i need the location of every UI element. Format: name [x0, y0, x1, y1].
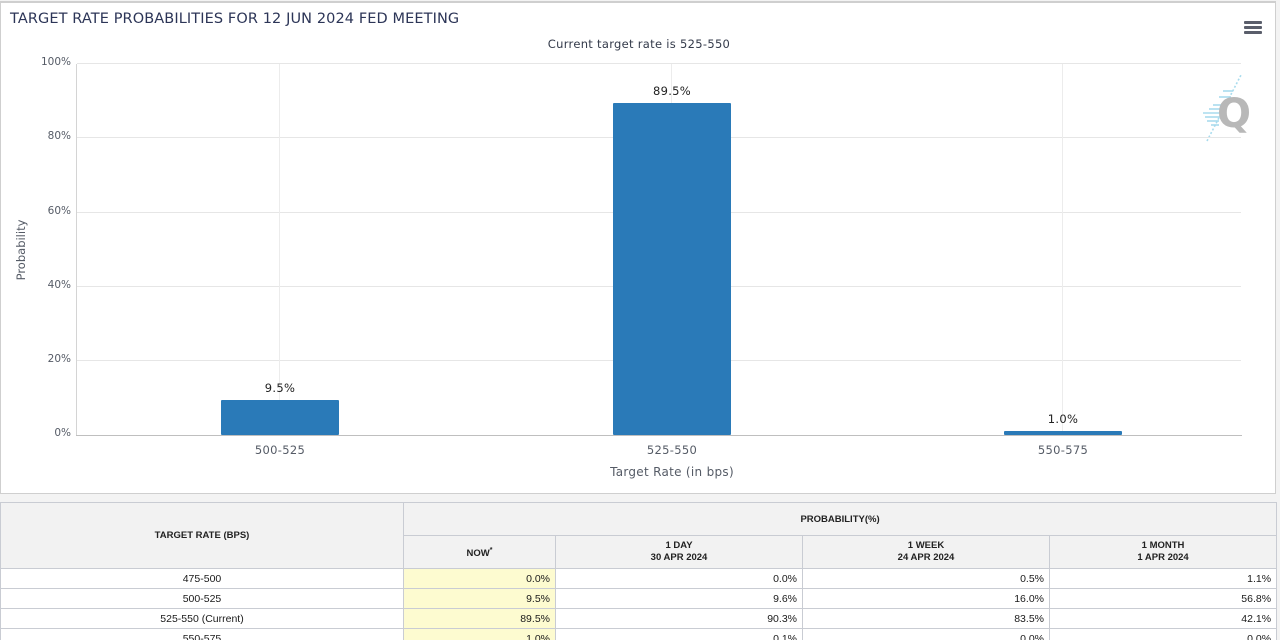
header-probability: PROBABILITY(%) — [402, 502, 1278, 536]
header-1-week: 1 WEEK 24 APR 2024 — [802, 535, 1050, 569]
vgrid — [1062, 64, 1063, 435]
cell-1-day: 0.0% — [555, 568, 803, 589]
table-row: 550-575 1.0% 0.1% 0.0% 0.0% — [0, 628, 1278, 640]
header-1-day: 1 DAY 30 APR 2024 — [555, 535, 803, 569]
x-tick: 525-550 — [646, 443, 698, 457]
y-tick: 80% — [47, 130, 71, 142]
header-target-rate: TARGET RATE (BPS) — [0, 502, 404, 569]
bar-525-550[interactable] — [613, 103, 731, 435]
y-axis — [76, 64, 77, 436]
q-logo-icon: Q — [1201, 71, 1261, 146]
chart-subtitle: Current target rate is 525-550 — [547, 37, 731, 51]
cell-now: 9.5% — [403, 588, 556, 609]
gridline-100 — [77, 63, 1241, 64]
cell-now: 89.5% — [403, 608, 556, 629]
cell-rate: 500-525 — [0, 588, 404, 609]
y-tick: 60% — [47, 205, 71, 217]
bar-data-label: 9.5% — [264, 381, 296, 395]
cell-1-month: 0.0% — [1048, 628, 1278, 640]
cell-1-day: 0.1% — [555, 628, 803, 640]
y-tick: 100% — [40, 56, 71, 68]
cell-1-week: 0.5% — [802, 568, 1050, 589]
y-tick: 40% — [47, 279, 71, 291]
hamburger-menu-icon[interactable] — [1244, 21, 1262, 35]
cell-1-week: 0.0% — [802, 628, 1050, 640]
table-row: 500-525 9.5% 9.6% 16.0% 56.8% — [0, 588, 1278, 609]
plot-area: 100% 80% 60% 40% 20% 0% Probability 9.5%… — [1, 3, 1277, 496]
cell-1-week: 83.5% — [802, 608, 1050, 629]
x-axis — [76, 435, 1242, 436]
cell-rate: 525-550 (Current) — [0, 608, 404, 629]
table-row: 475-500 0.0% 0.0% 0.5% 1.1% — [0, 568, 1278, 589]
table-row: 525-550 (Current) 89.5% 90.3% 83.5% 42.1… — [0, 608, 1278, 629]
chart-panel: TARGET RATE PROBABILITIES FOR 12 JUN 202… — [0, 1, 1276, 494]
cell-now: 0.0% — [403, 568, 556, 589]
probability-table: TARGET RATE (BPS) PROBABILITY(%) NOW* 1 … — [0, 502, 1278, 640]
cell-1-month: 56.8% — [1048, 588, 1278, 609]
bar-550-575[interactable] — [1004, 431, 1122, 435]
y-tick: 0% — [54, 427, 71, 439]
cell-rate: 475-500 — [0, 568, 404, 589]
header-now: NOW* — [403, 535, 556, 569]
cell-1-day: 9.6% — [555, 588, 803, 609]
bar-data-label: 89.5% — [652, 84, 692, 98]
cell-rate: 550-575 — [0, 628, 404, 640]
chart-title: TARGET RATE PROBABILITIES FOR 12 JUN 202… — [10, 11, 460, 27]
cell-1-day: 90.3% — [555, 608, 803, 629]
y-axis-label: Probability — [14, 219, 28, 281]
header-1-month: 1 MONTH 1 APR 2024 — [1048, 535, 1278, 569]
vgrid — [279, 64, 280, 435]
cell-1-week: 16.0% — [802, 588, 1050, 609]
x-tick: 550-575 — [1037, 443, 1089, 457]
y-tick: 20% — [47, 353, 71, 365]
cell-1-month: 1.1% — [1048, 568, 1278, 589]
svg-text:Q: Q — [1217, 91, 1251, 137]
cell-1-month: 42.1% — [1048, 608, 1278, 629]
x-axis-label: Target Rate (in bps) — [610, 465, 734, 479]
x-tick: 500-525 — [254, 443, 306, 457]
cell-now: 1.0% — [403, 628, 556, 640]
bar-500-525[interactable] — [221, 400, 339, 435]
bar-data-label: 1.0% — [1047, 412, 1079, 426]
